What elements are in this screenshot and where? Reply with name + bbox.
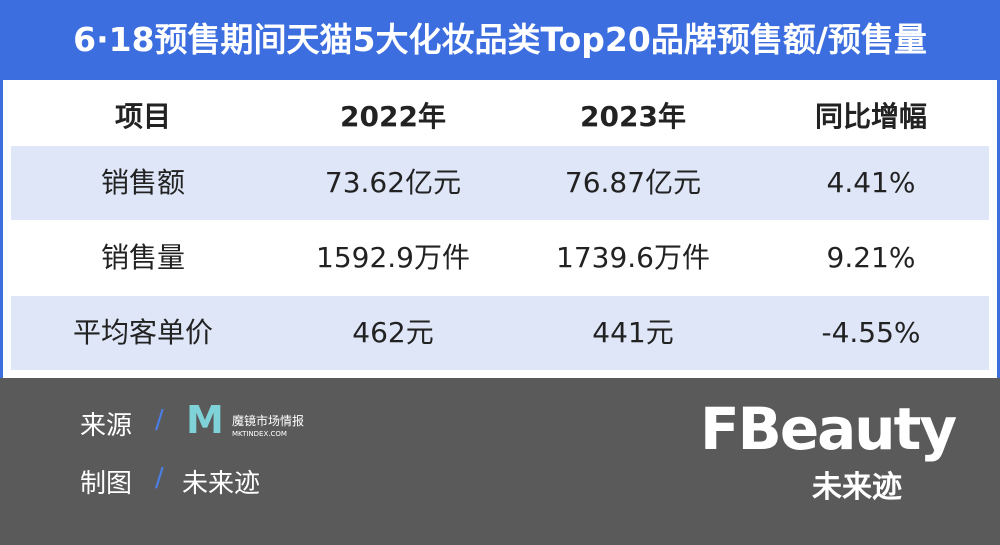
cell: -4.55% — [821, 316, 921, 349]
source-name: 魔镜市场情报 — [232, 414, 305, 428]
cell: 9.21% — [826, 241, 916, 274]
table: 项目 2022年 2023年 同比增幅 销售额 73.62亿元 76.87亿元 4.41% 销售… — [0, 80, 1000, 378]
source-url: MKTINDEX.COM — [232, 430, 287, 438]
source-label: 来源 — [80, 411, 133, 441]
cell: 4.41% — [826, 166, 916, 199]
cell: 2023年 — [580, 100, 686, 133]
credit-label: 制图 — [80, 469, 133, 499]
cell: 441元 — [592, 316, 674, 349]
cell: 1592.9万件 — [316, 241, 470, 274]
separator: / — [155, 463, 164, 493]
title: 6·18预售期间天猫5大化妆品类Top20品牌预售额/预售量 — [0, 0, 1000, 80]
cell: 462元 — [352, 316, 434, 349]
data-row: 销售量 1592.9万件 1739.6万件 9.21% — [11, 221, 989, 295]
header-row: 项目 2022年 2023年 同比增幅 — [11, 80, 989, 154]
cell: 2022年 — [340, 100, 446, 133]
separator: / — [155, 405, 164, 435]
logo-text: FBeauty — [700, 395, 957, 463]
data-row: 平均客单价 462元 441元 -4.55% — [11, 296, 989, 370]
cell: 76.87亿元 — [564, 166, 702, 199]
source-logo-icon: M — [186, 398, 224, 442]
cell: 销售量 — [100, 241, 185, 274]
cell: 销售额 — [100, 166, 185, 199]
logo-subtitle: 未来迹 — [812, 470, 902, 505]
data-row: 销售额 73.62亿元 76.87亿元 4.41% — [11, 146, 989, 220]
cell: 73.62亿元 — [324, 166, 462, 199]
cell: 同比增幅 — [814, 100, 927, 133]
credit-name: 未来迹 — [182, 469, 261, 499]
cell: 项目 — [114, 100, 171, 133]
cell: 1739.6万件 — [556, 241, 710, 274]
cell: 平均客单价 — [72, 316, 213, 349]
